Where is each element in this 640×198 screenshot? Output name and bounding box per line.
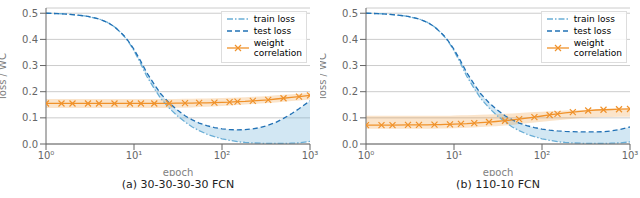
svg-text:0.3: 0.3: [342, 60, 358, 71]
html-text:train loss: train loss: [573, 14, 615, 24]
svg-text:0.3: 0.3: [22, 60, 38, 71]
svg-text:0.2: 0.2: [342, 86, 358, 97]
svg-text:0.5: 0.5: [342, 8, 358, 19]
html-text:(b) 110-10 FCN: (b) 110-10 FCN: [456, 178, 540, 191]
svg-text:0.4: 0.4: [22, 34, 38, 45]
svg-text:10¹: 10¹: [446, 150, 463, 161]
svg-text:loss / WC: loss / WC: [320, 53, 328, 99]
svg-text:10⁰: 10⁰: [38, 150, 55, 161]
html-text:(a) 30-30-30-30 FCN: (a) 30-30-30-30 FCN: [121, 178, 235, 191]
svg-text:10³: 10³: [302, 150, 319, 161]
svg-text:epoch: epoch: [163, 167, 193, 176]
svg-text:epoch: epoch: [483, 167, 513, 176]
svg-text:10²: 10²: [534, 150, 551, 161]
html-text:test loss: test loss: [573, 26, 612, 36]
svg-text:10²: 10²: [214, 150, 231, 161]
html-text:weight correlation: weight correlation: [253, 38, 302, 58]
svg-text:0.1: 0.1: [22, 112, 38, 123]
svg-text:0.0: 0.0: [342, 139, 358, 150]
svg-text:0.0: 0.0: [22, 139, 38, 150]
svg-text:0.4: 0.4: [342, 34, 358, 45]
svg-text:10¹: 10¹: [126, 150, 143, 161]
svg-text:0.2: 0.2: [22, 86, 38, 97]
html-text:test loss: test loss: [253, 26, 292, 36]
svg-text:0.5: 0.5: [22, 8, 38, 19]
html-text:train loss: train loss: [253, 14, 295, 24]
svg-text:0.1: 0.1: [342, 112, 358, 123]
html-text:weight correlation: weight correlation: [573, 38, 622, 58]
svg-text:10⁰: 10⁰: [358, 150, 375, 161]
svg-text:10³: 10³: [622, 150, 632, 161]
